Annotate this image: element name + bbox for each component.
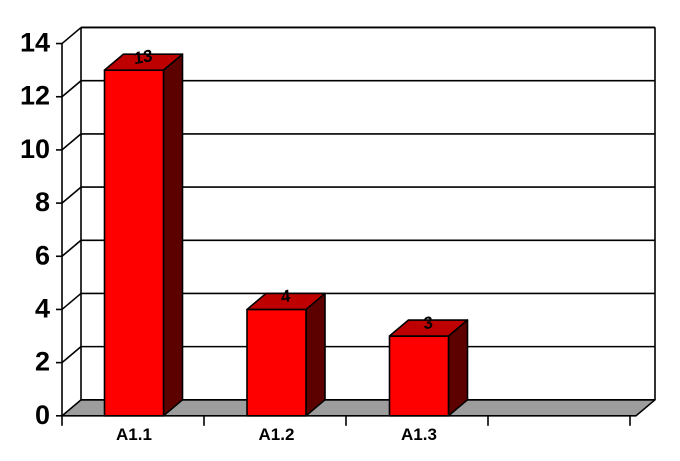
svg-text:0: 0: [35, 400, 50, 430]
svg-text:4: 4: [280, 286, 291, 307]
svg-text:A1.3: A1.3: [401, 425, 437, 444]
svg-text:4: 4: [35, 293, 50, 323]
svg-text:A1.2: A1.2: [259, 425, 295, 444]
svg-text:8: 8: [35, 187, 50, 217]
svg-text:14: 14: [20, 28, 50, 58]
svg-text:13: 13: [133, 46, 153, 68]
svg-text:2: 2: [35, 347, 50, 377]
svg-text:3: 3: [423, 313, 434, 334]
svg-text:10: 10: [20, 134, 50, 164]
svg-text:6: 6: [35, 240, 50, 270]
svg-text:A1.1: A1.1: [116, 425, 152, 444]
svg-text:12: 12: [20, 81, 50, 111]
